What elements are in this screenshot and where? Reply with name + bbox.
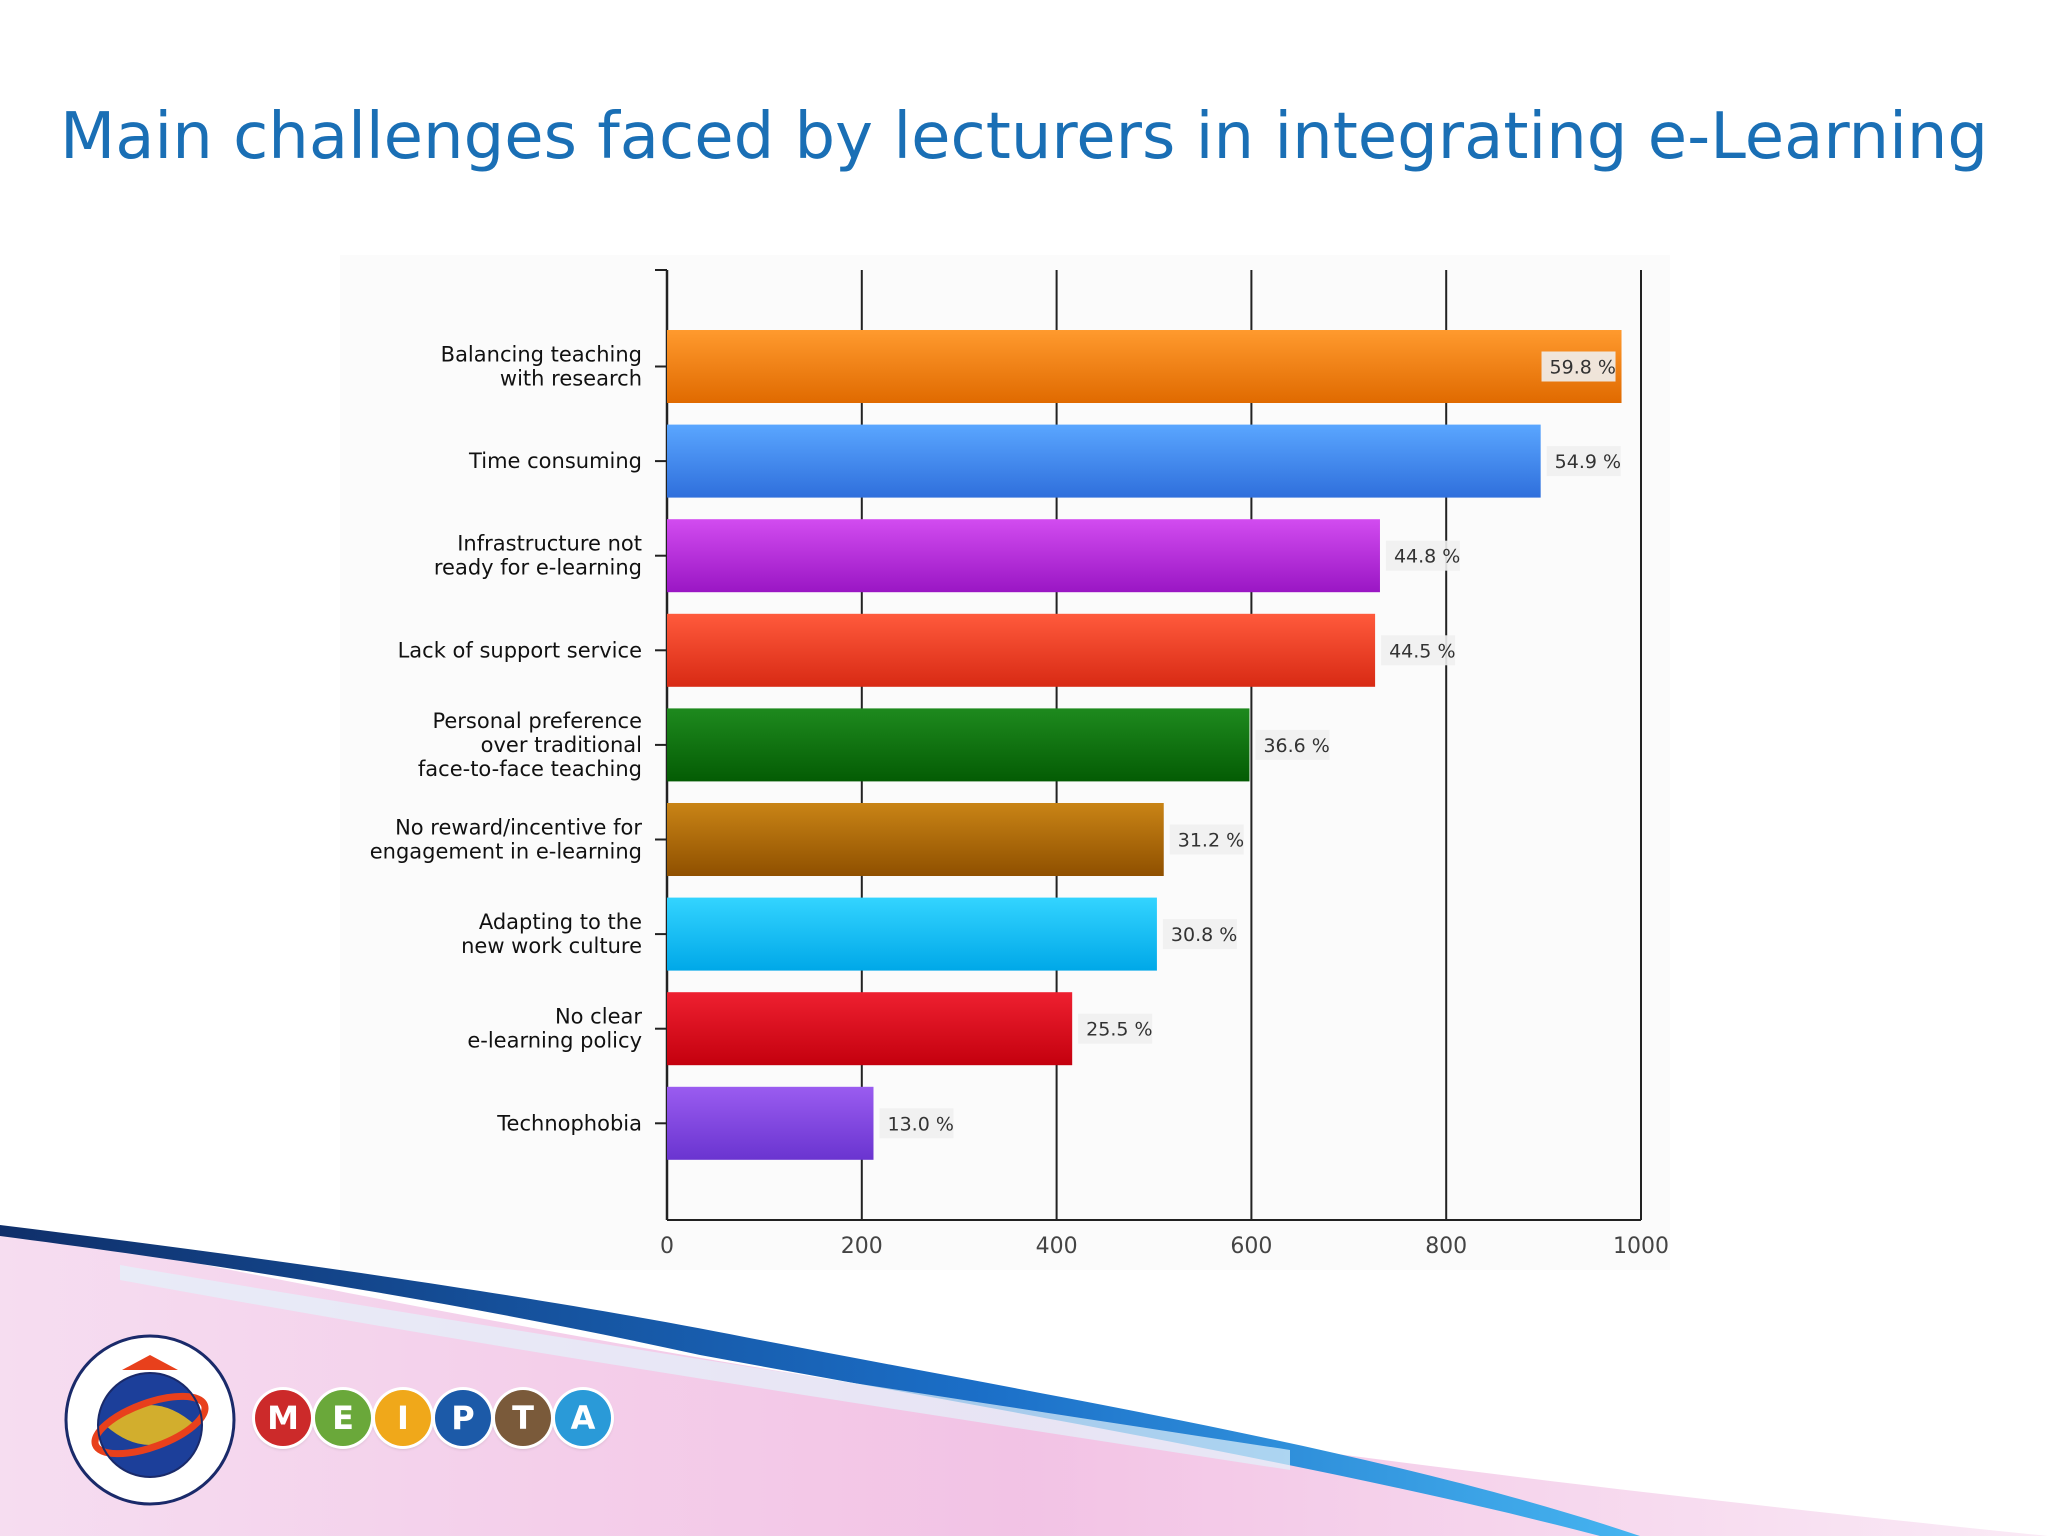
value-label: 30.8 % bbox=[1171, 924, 1237, 946]
brand-letter-e: E bbox=[315, 1390, 371, 1446]
value-label-bg bbox=[1169, 824, 1244, 855]
bar bbox=[667, 1086, 874, 1160]
category-label: Lack of support service bbox=[398, 638, 642, 662]
value-label: 13.0 % bbox=[887, 1113, 953, 1135]
value-label-bg bbox=[1162, 919, 1237, 950]
ministry-seal-logo bbox=[64, 1334, 236, 1506]
brand-letter-t: T bbox=[495, 1390, 551, 1446]
brand-letter-m: M bbox=[255, 1390, 311, 1446]
category-label: No reward/incentive for engagement in e-l… bbox=[370, 816, 643, 864]
brand-letter-i: I bbox=[375, 1390, 431, 1446]
x-tick-label: 400 bbox=[1036, 1234, 1078, 1259]
bar bbox=[667, 897, 1157, 971]
value-label-bg bbox=[1541, 351, 1616, 382]
category-label: Technophobia bbox=[496, 1111, 642, 1135]
value-label: 25.5 % bbox=[1086, 1019, 1152, 1041]
bar bbox=[667, 424, 1541, 498]
value-label-bg bbox=[879, 1108, 954, 1139]
brand-letter-p: P bbox=[435, 1390, 491, 1446]
meipta-logo: M E I P T A bbox=[255, 1390, 611, 1446]
slide-title: Main challenges faced by lecturers in in… bbox=[59, 100, 1989, 174]
category-label: Infrastructure not ready for e-learning bbox=[434, 532, 642, 580]
bar bbox=[667, 330, 1622, 403]
value-label: 31.2 % bbox=[1178, 830, 1244, 852]
bar bbox=[667, 708, 1250, 782]
category-label: Adapting to the new work culture bbox=[461, 910, 642, 958]
bar bbox=[667, 992, 1073, 1066]
value-label-bg bbox=[1546, 446, 1621, 477]
x-tick-label: 800 bbox=[1425, 1234, 1467, 1259]
category-label: Balancing teaching with research bbox=[441, 343, 642, 391]
value-label-bg bbox=[1381, 635, 1456, 666]
value-label-bg bbox=[1078, 1013, 1153, 1044]
value-label-bg bbox=[1255, 729, 1330, 760]
brand-letter-a: A bbox=[555, 1390, 611, 1446]
bar bbox=[667, 613, 1376, 687]
value-label: 44.8 % bbox=[1394, 546, 1460, 568]
bar bbox=[667, 519, 1380, 593]
x-tick-label: 200 bbox=[841, 1234, 883, 1259]
x-tick-label: 1000 bbox=[1613, 1234, 1669, 1259]
bar bbox=[667, 803, 1164, 876]
x-tick-label: 600 bbox=[1230, 1234, 1272, 1259]
category-label: Personal preference over traditional face-… bbox=[418, 709, 642, 781]
value-label-bg bbox=[1385, 540, 1460, 571]
value-label: 59.8 % bbox=[1550, 357, 1616, 379]
value-label: 54.9 % bbox=[1555, 451, 1621, 473]
category-label: No clear e-learning policy bbox=[467, 1005, 642, 1053]
bar-chart: 0 200 400 600 800 1000 59.8 % Balancing teachin… bbox=[340, 255, 1670, 1270]
value-label: 44.5 % bbox=[1389, 640, 1455, 662]
value-label: 36.6 % bbox=[1263, 735, 1329, 757]
category-label: Time consuming bbox=[468, 449, 642, 473]
chart-canvas: 0 200 400 600 800 1000 59.8 % Balancing teachin… bbox=[370, 269, 1669, 1259]
x-tick-label: 0 bbox=[660, 1234, 674, 1259]
